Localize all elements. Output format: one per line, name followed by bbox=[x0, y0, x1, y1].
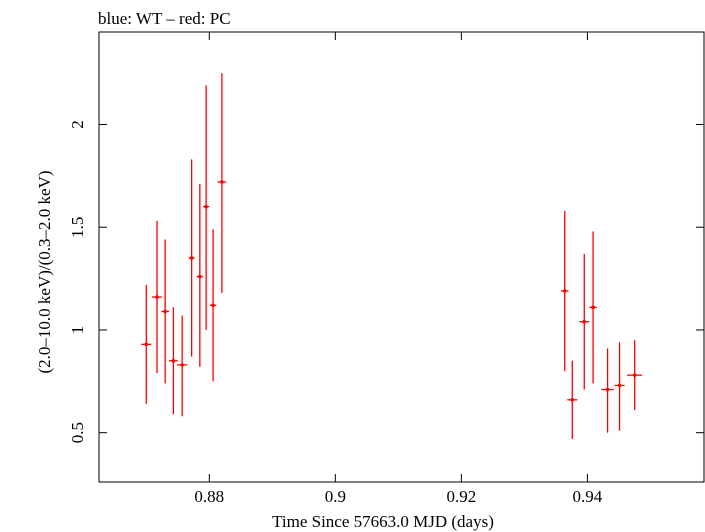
data-point bbox=[151, 221, 163, 374]
data-point bbox=[567, 360, 578, 439]
data-point bbox=[579, 253, 590, 390]
data-points bbox=[141, 73, 643, 439]
x-axis-label: Time Since 57663.0 MJD (days) bbox=[272, 512, 494, 531]
data-point bbox=[209, 229, 217, 382]
data-point bbox=[188, 159, 195, 357]
point-marker bbox=[189, 256, 194, 260]
point-marker bbox=[632, 373, 637, 377]
point-marker bbox=[180, 363, 184, 367]
y-tick-label: 2 bbox=[68, 120, 87, 129]
plot-frame bbox=[98, 31, 705, 483]
point-marker bbox=[198, 274, 202, 279]
data-point bbox=[601, 348, 614, 433]
point-marker bbox=[155, 295, 159, 299]
point-marker bbox=[570, 398, 575, 402]
data-point bbox=[177, 315, 188, 417]
point-marker bbox=[562, 289, 567, 293]
data-point bbox=[196, 184, 203, 367]
point-marker bbox=[163, 309, 167, 314]
y-tick-label: 1 bbox=[68, 326, 87, 335]
point-marker bbox=[591, 305, 595, 310]
data-point bbox=[614, 342, 625, 431]
point-marker bbox=[204, 204, 208, 209]
point-marker bbox=[211, 303, 215, 308]
data-point bbox=[161, 239, 169, 384]
x-tick-label: 0.9 bbox=[325, 487, 346, 506]
point-marker bbox=[605, 387, 610, 392]
point-marker bbox=[144, 342, 149, 347]
data-point bbox=[202, 85, 210, 330]
y-tick-label: 1.5 bbox=[68, 217, 87, 238]
y-tick-label: 0.5 bbox=[68, 422, 87, 443]
point-marker bbox=[617, 383, 622, 388]
x-tick-label: 0.92 bbox=[446, 487, 476, 506]
data-point bbox=[560, 210, 569, 372]
y-axis-label: (2.0–10.0 keV)/(0.3–2.0 keV) bbox=[35, 170, 54, 373]
chart-title: blue: WT – red: PC bbox=[98, 9, 231, 28]
data-point bbox=[589, 231, 597, 384]
point-marker bbox=[220, 180, 224, 184]
data-point bbox=[217, 73, 227, 293]
point-marker bbox=[582, 319, 587, 324]
data-point bbox=[141, 284, 152, 404]
x-tick-label: 0.88 bbox=[194, 487, 224, 506]
x-tick-label: 0.94 bbox=[573, 487, 603, 506]
data-point bbox=[627, 340, 643, 411]
point-marker bbox=[171, 358, 176, 363]
axis-ticks: 0.88 0.9 0.92 0.94 0.5 1 1.5 2 bbox=[68, 32, 704, 506]
data-point bbox=[168, 307, 178, 415]
